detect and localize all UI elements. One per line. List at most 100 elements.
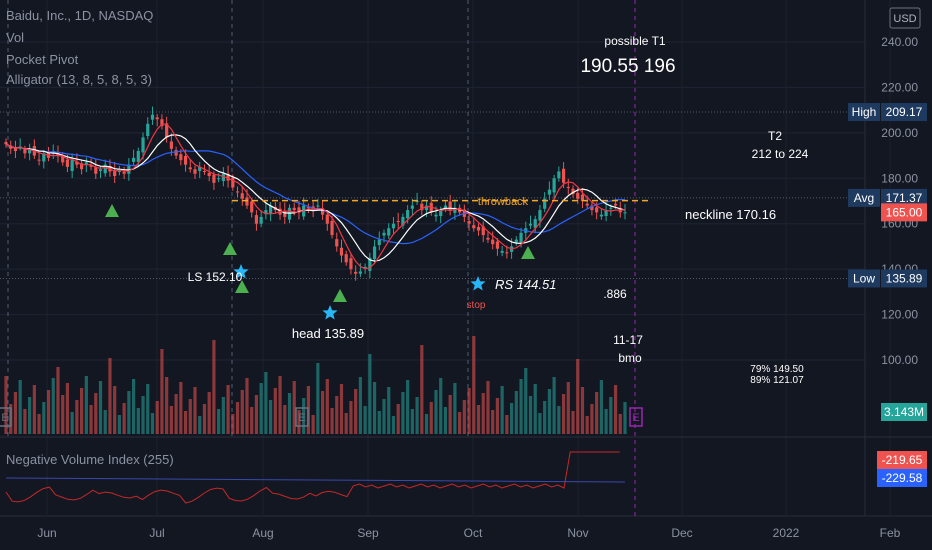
volume-bar xyxy=(18,380,22,434)
candle-body xyxy=(235,191,240,193)
candle-body xyxy=(245,197,249,206)
candle-body xyxy=(325,214,329,224)
candle-body xyxy=(543,198,547,209)
volume-bar xyxy=(396,404,400,434)
candle-body xyxy=(98,169,103,172)
candle-body xyxy=(401,216,405,226)
candle-body xyxy=(439,210,443,216)
volume-bar xyxy=(4,376,8,434)
nvi-badge-box xyxy=(877,451,927,469)
volume-bar xyxy=(325,379,329,434)
volume-bar xyxy=(561,394,566,434)
price-badge-value: 135.89 xyxy=(886,271,923,285)
volume-bar xyxy=(609,397,613,434)
volume-bar xyxy=(217,409,221,434)
volume-bar xyxy=(169,406,173,434)
indicator-alligator[interactable]: Alligator (13, 8, 5, 8, 5, 3) xyxy=(6,72,152,87)
candle-body xyxy=(84,162,88,166)
indicator-pocket-pivot[interactable]: Pocket Pivot xyxy=(6,52,79,67)
volume-bar xyxy=(302,398,306,434)
annotation-label: 11-17 xyxy=(613,333,643,347)
candle-body xyxy=(354,271,358,274)
nvi-title[interactable]: Negative Volume Index (255) xyxy=(6,452,174,467)
candle-body xyxy=(372,246,377,260)
candle-body xyxy=(103,164,107,174)
candle-body xyxy=(65,159,70,167)
volume-bar xyxy=(519,379,523,434)
candle-body xyxy=(28,148,32,154)
candle-body xyxy=(179,154,183,161)
volume-bar xyxy=(415,397,419,434)
candle-body xyxy=(174,150,178,156)
volume-bar xyxy=(198,416,202,434)
symbol-title[interactable]: Baidu, Inc., 1D, NASDAQ xyxy=(6,8,154,23)
price-tick-label: 180.00 xyxy=(881,171,918,185)
candle-body xyxy=(358,271,362,274)
volume-bar xyxy=(443,407,448,434)
volume-bar xyxy=(528,396,533,434)
candle-body xyxy=(547,189,551,195)
annotation-label: stop xyxy=(467,300,486,311)
candle-body xyxy=(561,168,566,183)
volume-bar xyxy=(292,381,296,434)
volume-bar xyxy=(368,354,372,434)
candle-body xyxy=(150,114,155,120)
candle-body xyxy=(155,117,159,120)
volume-bar xyxy=(543,401,547,434)
volume-bar xyxy=(160,349,164,434)
nvi-ma-line xyxy=(5,477,626,483)
price-badge-label: Low xyxy=(853,271,875,285)
star-marker xyxy=(233,264,249,279)
volume-bar xyxy=(269,400,273,434)
volume-bar xyxy=(212,340,216,434)
candle-body xyxy=(519,232,523,243)
volume-bar xyxy=(28,397,32,434)
volume-bar xyxy=(254,395,259,434)
candle-body xyxy=(188,167,192,170)
candle-body xyxy=(410,205,414,209)
volume-bar xyxy=(401,392,405,434)
candle-body xyxy=(424,205,429,211)
price-tick-label: 100.00 xyxy=(881,353,918,367)
volume-bar xyxy=(127,391,131,434)
candle-body xyxy=(259,216,263,224)
candle-body xyxy=(37,159,41,161)
annotation-label: RS 144.51 xyxy=(495,277,556,292)
volume-bars xyxy=(4,336,627,434)
volume-bar xyxy=(495,398,500,434)
star-marker xyxy=(470,276,486,291)
volume-bar xyxy=(84,376,88,434)
candle-body xyxy=(382,232,386,236)
candle-body xyxy=(198,166,202,172)
nvi-badge-value: -219.65 xyxy=(882,453,923,467)
volume-bar xyxy=(476,405,481,434)
volume-bar xyxy=(278,376,282,434)
volume-bar xyxy=(434,390,438,434)
volume-bar xyxy=(165,377,169,434)
volume-bar xyxy=(226,385,230,434)
volume-bar xyxy=(13,392,18,434)
volume-bar xyxy=(354,389,358,434)
volume-bar xyxy=(56,367,60,434)
volume-bar xyxy=(424,414,429,434)
pocket-pivot-marker xyxy=(223,242,237,255)
volume-bar xyxy=(202,404,207,434)
volume-bar xyxy=(585,416,589,434)
volume-bar xyxy=(491,410,495,434)
volume-bar xyxy=(131,379,136,434)
time-axis-label: 2022 xyxy=(773,526,800,540)
candle-body xyxy=(226,173,230,181)
indicator-vol[interactable]: Vol xyxy=(6,30,25,45)
volume-bar xyxy=(410,409,414,434)
volume-bar xyxy=(320,391,325,434)
candle-body xyxy=(339,247,344,256)
price-badge-label: High xyxy=(852,105,877,119)
volume-bar xyxy=(330,408,334,434)
earnings-badge xyxy=(295,407,309,427)
volume-bar xyxy=(103,410,107,434)
candle-body xyxy=(183,156,188,165)
volume-bar xyxy=(108,358,112,434)
candle-body xyxy=(363,266,367,269)
